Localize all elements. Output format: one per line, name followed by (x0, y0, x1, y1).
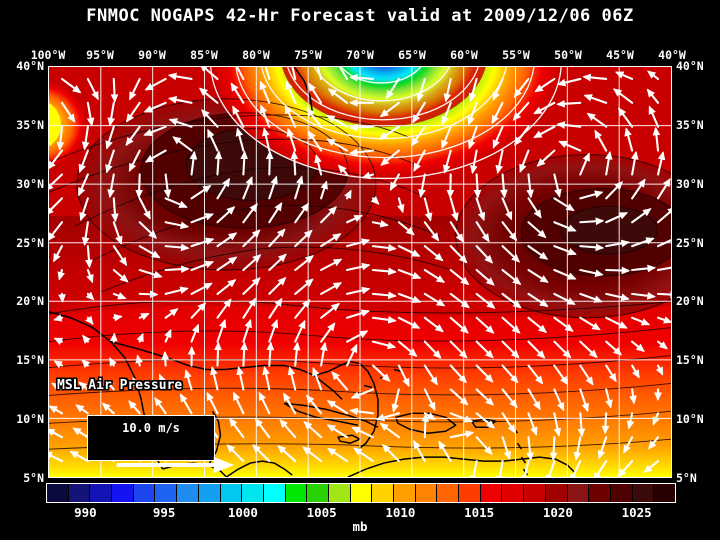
colorbar-swatch-28 (654, 484, 675, 502)
colorbar-swatch-15 (372, 484, 394, 502)
colorbar-swatch-1 (68, 484, 91, 502)
latitude-tick-left-25N: 25°N (16, 235, 44, 250)
latitude-tick-right-25N: 25°N (676, 235, 704, 250)
latitude-tick-right-10N: 10°N (676, 412, 704, 427)
latitude-tick-right-20N: 20°N (676, 294, 704, 309)
colorbar-tick-1005: 1005 (306, 505, 337, 520)
colorbar-swatch-23 (545, 484, 568, 502)
longitude-tick-45W: 45°W (606, 48, 634, 62)
colorbar-swatch-2 (90, 484, 113, 502)
colorbar-swatch-3 (112, 484, 134, 502)
map-canvas (49, 67, 671, 477)
longitude-tick-100W: 100°W (30, 48, 66, 62)
colorbar-swatch-13 (328, 484, 351, 502)
latitude-tick-left-5N: 5°N (23, 471, 44, 485)
longitude-tick-70W: 70°W (346, 48, 374, 62)
colorbar[interactable] (46, 483, 676, 503)
latitude-tick-right-35N: 35°N (676, 117, 704, 132)
wind-scale-legend: 10.0 m/s (87, 415, 235, 474)
arrow-right-icon (116, 456, 235, 474)
colorbar-tick-1015: 1015 (464, 505, 495, 520)
colorbar-swatch-16 (394, 484, 416, 502)
colorbar-swatch-11 (285, 484, 308, 502)
colorbar-tick-1000: 1000 (227, 505, 258, 520)
colorbar-tick-990: 990 (74, 505, 97, 520)
longitude-tick-95W: 95°W (86, 48, 114, 62)
colorbar-tick-1020: 1020 (542, 505, 573, 520)
longitude-tick-55W: 55°W (502, 48, 530, 62)
colorbar-swatch-4 (133, 484, 156, 502)
colorbar-tick-1010: 1010 (385, 505, 416, 520)
colorbar-swatch-0 (47, 484, 69, 502)
longitude-tick-60W: 60°W (450, 48, 478, 62)
colorbar-swatch-5 (155, 484, 178, 502)
colorbar-swatch-6 (177, 484, 199, 502)
colorbar-tick-1025: 1025 (621, 505, 652, 520)
longitude-tick-85W: 85°W (190, 48, 218, 62)
page-title: FNMOC NOGAPS 42-Hr Forecast valid at 200… (86, 6, 634, 26)
map-plot-area[interactable]: MSL Air Pressure 10.0 m/s (48, 66, 672, 478)
wind-scale-label: 10.0 m/s (122, 421, 180, 435)
colorbar-swatch-22 (524, 484, 546, 502)
colorbar-swatch-8 (220, 484, 243, 502)
latitude-tick-right-15N: 15°N (676, 353, 704, 368)
longitude-tick-90W: 90°W (138, 48, 166, 62)
colorbar-swatch-19 (459, 484, 481, 502)
colorbar-swatch-9 (242, 484, 264, 502)
colorbar-swatch-12 (307, 484, 329, 502)
colorbar-swatch-20 (480, 484, 503, 502)
latitude-tick-left-15N: 15°N (16, 353, 44, 368)
graticule (49, 67, 671, 477)
colorbar-swatch-27 (632, 484, 655, 502)
latitude-tick-left-20N: 20°N (16, 294, 44, 309)
longitude-tick-75W: 75°W (294, 48, 322, 62)
colorbar-swatch-17 (415, 484, 438, 502)
latitude-tick-right-5N: 5°N (676, 471, 697, 485)
longitude-tick-65W: 65°W (398, 48, 426, 62)
colorbar-swatch-18 (437, 484, 460, 502)
colorbar-swatch-25 (589, 484, 611, 502)
colorbar-swatch-14 (350, 484, 373, 502)
latitude-tick-left-35N: 35°N (16, 117, 44, 132)
longitude-tick-50W: 50°W (554, 48, 582, 62)
colorbar-swatch-10 (263, 484, 286, 502)
colorbar-tick-995: 995 (152, 505, 176, 520)
wind-vector-field (49, 67, 671, 477)
colorbar-swatch-21 (502, 484, 525, 502)
longitude-tick-80W: 80°W (242, 48, 270, 62)
colorbar-unit-label: mb (352, 519, 368, 534)
colorbar-swatch-7 (198, 484, 221, 502)
latitude-tick-left-40N: 40°N (16, 59, 44, 73)
colorbar-swatch-26 (610, 484, 633, 502)
latitude-tick-right-30N: 30°N (676, 176, 704, 191)
colorbar-swatch-24 (567, 484, 590, 502)
latitude-tick-left-10N: 10°N (16, 412, 44, 427)
latitude-tick-right-40N: 40°N (676, 59, 704, 73)
latitude-tick-left-30N: 30°N (16, 176, 44, 191)
longitude-tick-40W: 40°W (658, 48, 686, 62)
